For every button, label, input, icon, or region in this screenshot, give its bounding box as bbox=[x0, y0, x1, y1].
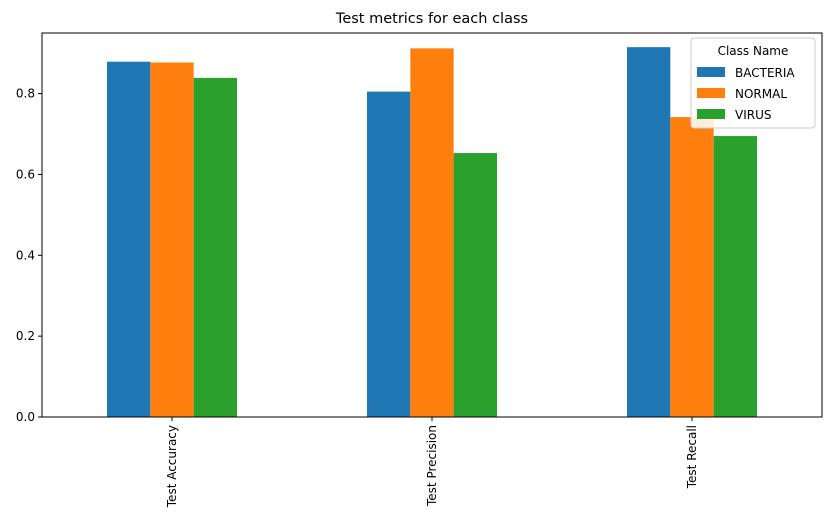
legend-label-normal: NORMAL bbox=[735, 87, 787, 101]
legend-box bbox=[690, 37, 816, 129]
x-tick-label: Test Precision bbox=[425, 425, 439, 507]
bar-normal-0 bbox=[150, 62, 194, 417]
y-tick-label: 0.8 bbox=[16, 87, 35, 101]
legend-swatch-bacteria bbox=[697, 67, 725, 77]
bars-layer bbox=[107, 47, 757, 418]
bar-virus-2 bbox=[713, 136, 757, 417]
bar-virus-0 bbox=[193, 77, 237, 418]
bar-virus-1 bbox=[453, 153, 497, 418]
bar-normal-2 bbox=[670, 117, 714, 417]
legend-swatch-normal bbox=[697, 88, 725, 98]
y-tick-label: 0.0 bbox=[16, 410, 35, 424]
legend-label-virus: VIRUS bbox=[735, 108, 772, 122]
bar-normal-1 bbox=[410, 48, 454, 418]
y-tick-label: 0.2 bbox=[16, 329, 35, 343]
bar-bacteria-1 bbox=[367, 91, 411, 418]
legend-title: Class Name bbox=[718, 44, 789, 58]
y-tick-label: 0.6 bbox=[16, 167, 35, 181]
bar-bacteria-2 bbox=[627, 47, 671, 418]
y-tick-label: 0.4 bbox=[16, 248, 35, 262]
legend-swatch-virus bbox=[697, 109, 725, 119]
chart-title: Test metrics for each class bbox=[335, 11, 528, 27]
legend: Class Name BACTERIA NORMAL VIRUS bbox=[690, 37, 816, 129]
x-tick-label: Test Accuracy bbox=[165, 425, 179, 508]
y-axis: 0.0 0.2 0.4 0.6 0.8 bbox=[16, 87, 42, 424]
bar-bacteria-0 bbox=[107, 61, 151, 417]
x-axis: Test Accuracy Test Precision Test Recall bbox=[165, 417, 699, 508]
x-tick-label: Test Recall bbox=[685, 425, 699, 489]
legend-label-bacteria: BACTERIA bbox=[735, 66, 795, 80]
